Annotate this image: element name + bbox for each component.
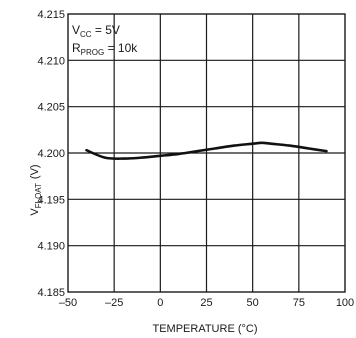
annotation-vcc: VCC = 5V	[72, 23, 120, 39]
series-layer	[85, 141, 328, 160]
x-tick-label: 25	[200, 297, 212, 309]
y-tick-label: 4.185	[37, 287, 65, 299]
y-tick-label: 4.195	[37, 194, 65, 206]
x-tick-labels: –50 –25 0 25 50 75 100	[59, 297, 354, 309]
y-axis-label-unit: (V)	[29, 164, 41, 179]
plot-frame	[67, 13, 346, 293]
x-tick-label: 100	[336, 297, 354, 309]
y-axis-label-sub: FLOAT	[34, 183, 43, 208]
y-axis-label: VFLOAT (V)	[29, 164, 43, 215]
y-tick-labels: 4.185 4.190 4.195 4.200 4.205 4.210 4.215	[37, 9, 65, 299]
annotations: VCC = 5V RPROG = 10k	[72, 23, 138, 57]
y-tick-label: 4.190	[37, 241, 65, 253]
grid	[68, 14, 345, 292]
x-tick-label: 0	[157, 297, 163, 309]
x-axis-label: TEMPERATURE (°C)	[152, 323, 257, 335]
y-tick-label: 4.215	[37, 9, 65, 21]
x-tick-label: –50	[59, 297, 77, 309]
series-line	[85, 141, 328, 160]
x-tick-label: 50	[247, 297, 259, 309]
y-tick-label: 4.205	[37, 102, 65, 114]
annotation-rprog: RPROG = 10k	[72, 41, 138, 57]
x-tick-label: –25	[105, 297, 123, 309]
y-tick-label: 4.200	[37, 148, 65, 160]
x-tick-label: 75	[293, 297, 305, 309]
y-axis-label-main: V	[29, 208, 41, 216]
y-tick-label: 4.210	[37, 55, 65, 67]
